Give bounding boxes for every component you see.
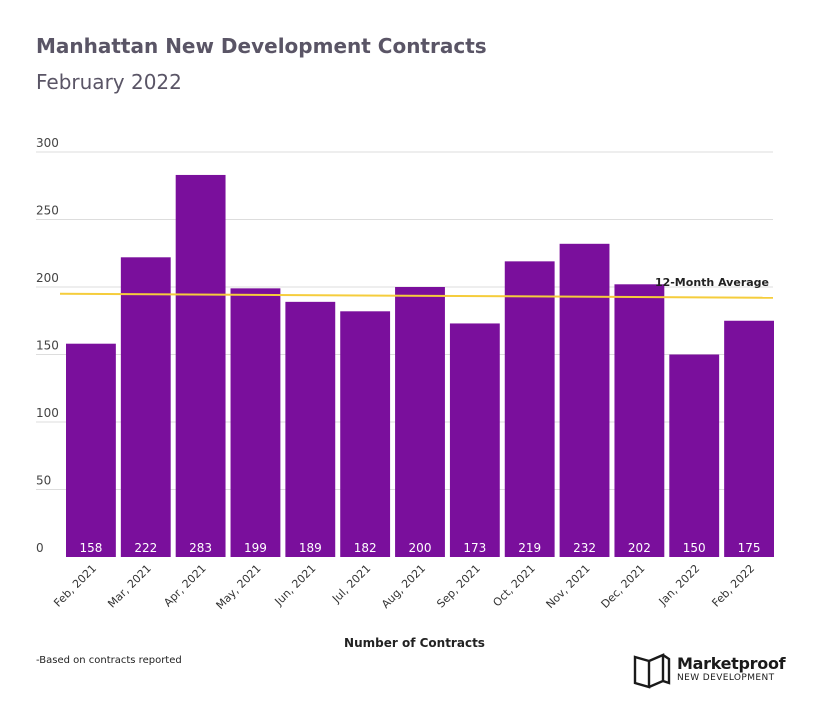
y-tick-label: 0 [36,541,44,555]
bars: 158 222 283 199 189 182 200 173 219 232 202 150 175 [66,174,774,558]
bar-value-label: 173 [463,541,486,555]
bar-value-label: 182 [354,541,377,555]
bar [724,320,774,557]
x-tick-label: Dec, 2021 [599,562,648,611]
average-line-group: 12-Month Average [59,276,774,299]
x-tick-label: Jul, 2021 [329,562,373,606]
y-tick-label: 50 [36,474,51,488]
x-tick-label: Feb, 2022 [709,562,757,610]
brand-logo: Marketproof NEW DEVELOPMENT [633,652,793,692]
bar [285,301,336,557]
bar [120,257,171,557]
bar [449,323,500,557]
bar [340,311,391,557]
bar [669,354,720,557]
y-tick-label: 200 [36,271,59,285]
chart-title: Manhattan New Development Contracts [36,34,487,58]
bar-value-label: 219 [518,541,541,555]
x-tick-label: Nov, 2021 [544,562,593,611]
x-tick-label: Sep, 2021 [434,562,483,611]
x-tick-label: Jun, 2021 [272,562,319,609]
x-tick-label: Mar, 2021 [105,562,154,611]
y-tick-label: 100 [36,406,59,420]
bar-value-label: 232 [573,541,596,555]
bar [230,288,281,557]
bar-value-label: 283 [189,541,212,555]
bar-value-label: 200 [409,541,432,555]
y-tick-label: 250 [36,204,59,218]
bar [395,287,445,557]
bar [614,284,665,557]
bar [66,343,116,557]
marketproof-logo-icon [633,653,671,689]
chart-subtitle: February 2022 [36,70,182,94]
bar-value-label: 202 [628,541,651,555]
x-tick-label: May, 2021 [214,562,264,612]
y-tick-label: 300 [36,136,59,150]
average-line-label: 12-Month Average [655,276,769,289]
x-axis-label: Number of Contracts [344,636,485,650]
brand-name: Marketproof [677,654,786,673]
bar-value-label: 189 [299,541,322,555]
bar [559,243,610,558]
bar-value-label: 150 [683,541,706,555]
x-tick-label: Aug, 2021 [379,562,428,611]
average-line [59,292,774,299]
bar-chart: 0 50 100 150 200 250 300 158 222 283 199 189 182 200… [36,136,774,612]
bar [175,174,226,557]
x-axis-ticks: Feb, 2021 Mar, 2021 Apr, 2021 May, 2021 Jun,… [51,562,757,612]
x-tick-label: Feb, 2021 [51,562,99,610]
x-tick-label: Jan, 2022 [656,562,703,609]
x-tick-label: Oct, 2021 [490,562,537,609]
bar [504,261,555,557]
bar-value-label: 222 [134,541,157,555]
bar-value-label: 175 [738,541,761,555]
bar-value-label: 158 [79,541,102,555]
y-tick-label: 150 [36,339,59,353]
bar-value-label: 199 [244,541,267,555]
footnote: -Based on contracts reported [36,655,182,666]
brand-tagline: NEW DEVELOPMENT [677,673,775,683]
y-axis-ticks: 0 50 100 150 200 250 300 [36,136,59,555]
x-tick-label: Apr, 2021 [161,562,208,609]
